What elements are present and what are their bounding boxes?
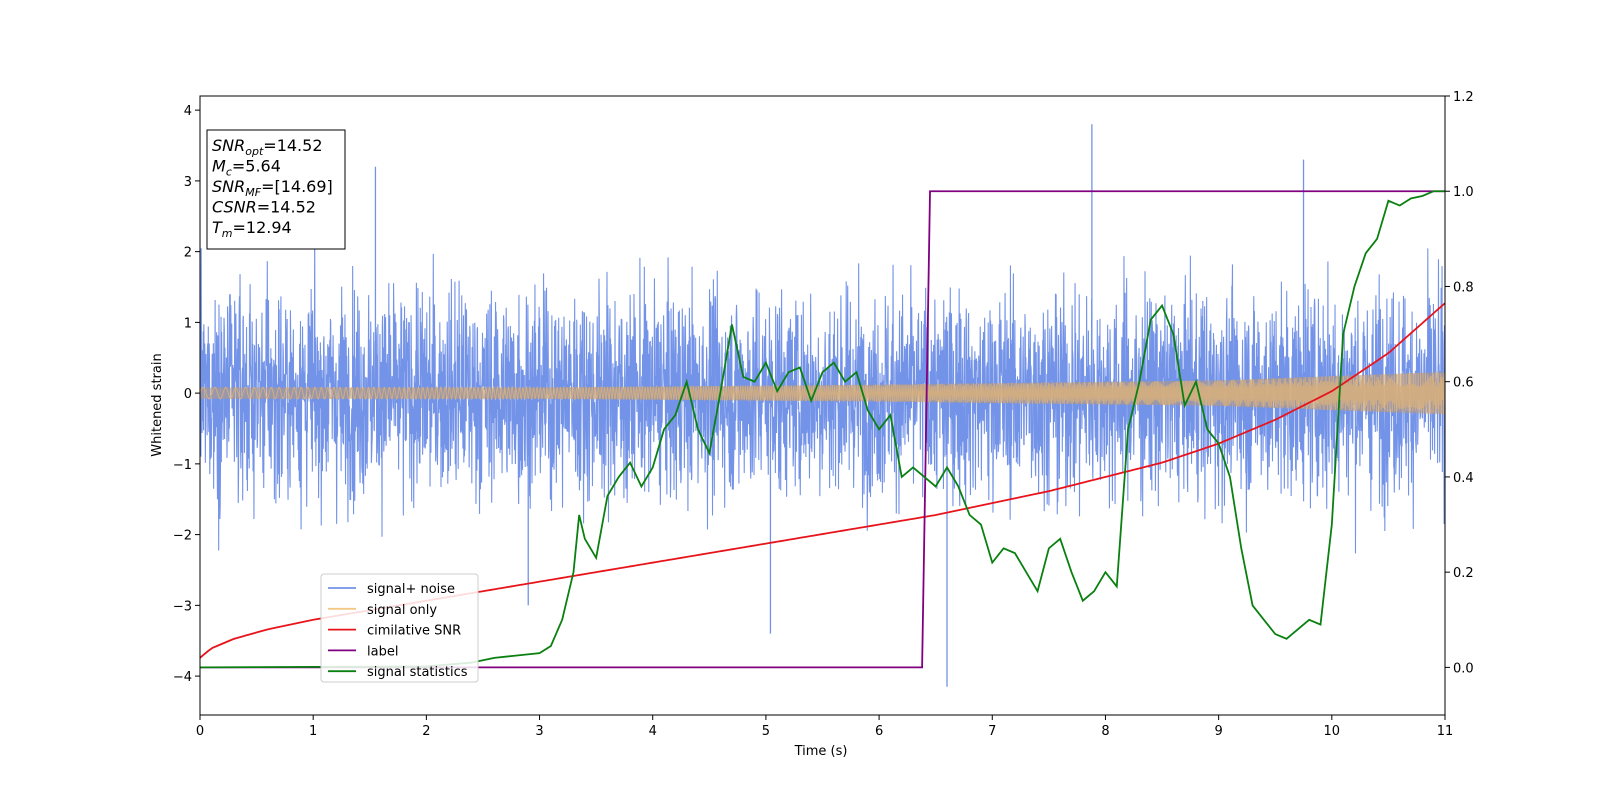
y-axis-right: 0.0 0.2 0.4 0.6 0.8 1.0 1.2 bbox=[1445, 90, 1474, 676]
y2-tick-label: 0.2 bbox=[1453, 566, 1474, 581]
x-tick-label: 0 bbox=[196, 724, 204, 739]
y2-tick-label: 0.6 bbox=[1453, 376, 1474, 391]
y2-tick-label: 0.4 bbox=[1453, 471, 1474, 486]
annotation-line: Mc=5.64 bbox=[212, 157, 281, 179]
x-axis: 0 1 2 3 4 5 6 7 8 9 10 11 bbox=[196, 715, 1453, 739]
y-tick-label: 4 bbox=[184, 104, 192, 119]
annotation-line: SNRopt=14.52 bbox=[212, 136, 323, 158]
y-tick-label: 0 bbox=[184, 387, 192, 402]
x-tick-label: 7 bbox=[988, 724, 996, 739]
annotation-line: Tm=12.94 bbox=[212, 218, 292, 240]
legend-label: label bbox=[367, 644, 398, 659]
annotation-box: SNRopt=14.52Mc=5.64SNRMF=[14.69]CSNR=14.… bbox=[206, 129, 346, 250]
annotation-line: SNRMF=[14.69] bbox=[212, 177, 333, 199]
x-tick-label: 4 bbox=[649, 724, 657, 739]
y-tick-label: −1 bbox=[173, 458, 192, 473]
y-tick-label: −4 bbox=[173, 670, 192, 685]
y-axis-left: −4 −3 −2 −1 0 1 2 3 4 bbox=[173, 104, 200, 685]
plot-frame bbox=[199, 95, 1446, 716]
x-tick-label: 6 bbox=[875, 724, 883, 739]
legend: signal+ noise signal only cimilative SNR la… bbox=[320, 573, 479, 683]
x-tick-label: 11 bbox=[1437, 724, 1454, 739]
signal-statistics-line bbox=[200, 190, 1445, 669]
signal-statistics-series bbox=[200, 190, 1445, 669]
legend-label: signal+ noise bbox=[367, 582, 455, 597]
y-axis-title: Whitened strain bbox=[150, 353, 165, 456]
x-tick-label: 9 bbox=[1214, 724, 1222, 739]
label-line bbox=[200, 190, 1445, 669]
annotation-line: CSNR=14.52 bbox=[212, 198, 316, 217]
plot-area bbox=[200, 124, 1445, 687]
y2-tick-label: 1.2 bbox=[1453, 90, 1474, 105]
label-series bbox=[200, 190, 1445, 669]
y-tick-label: 3 bbox=[184, 175, 192, 190]
y2-tick-label: 1.0 bbox=[1453, 185, 1474, 200]
x-tick-label: 5 bbox=[762, 724, 770, 739]
x-tick-label: 3 bbox=[535, 724, 543, 739]
legend-label: signal only bbox=[367, 603, 437, 618]
legend-label: cimilative SNR bbox=[367, 624, 461, 639]
x-tick-label: 10 bbox=[1324, 724, 1341, 739]
x-tick-label: 8 bbox=[1101, 724, 1109, 739]
y2-tick-label: 0.0 bbox=[1453, 661, 1474, 676]
y2-tick-label: 0.8 bbox=[1453, 280, 1474, 295]
x-axis-title: Time (s) bbox=[794, 744, 848, 759]
y-tick-label: −2 bbox=[173, 529, 192, 544]
legend-label: signal statistics bbox=[367, 665, 468, 680]
x-tick-label: 2 bbox=[422, 724, 430, 739]
y-tick-label: 1 bbox=[184, 316, 192, 331]
y-tick-label: −3 bbox=[173, 599, 192, 614]
y-tick-label: 2 bbox=[184, 246, 192, 261]
x-tick-label: 1 bbox=[309, 724, 317, 739]
